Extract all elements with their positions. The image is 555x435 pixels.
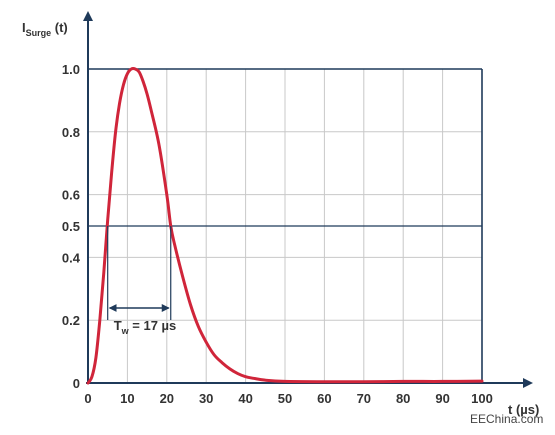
y-tick-label: 0.2 — [62, 313, 80, 328]
y-tick-label: 0.6 — [62, 188, 80, 203]
x-tick-label: 40 — [238, 391, 252, 406]
y-tick-label: 0 — [73, 376, 80, 391]
x-tick-label: 0 — [84, 391, 91, 406]
surge-current-curve — [86, 67, 484, 385]
x-tick-label: 60 — [317, 391, 331, 406]
reference-line-group — [88, 68, 483, 383]
y-axis-title: ISurge (t) — [22, 20, 68, 38]
x-tick-label: 90 — [435, 391, 449, 406]
x-tick-label: 10 — [120, 391, 134, 406]
x-tick-label: 50 — [278, 391, 292, 406]
x-axis-title: t (µs) — [508, 402, 539, 417]
x-tick-label: 30 — [199, 391, 213, 406]
x-tick-label: 20 — [160, 391, 174, 406]
y-tick-label: 0.4 — [62, 250, 81, 265]
annotation-layer: Tw = 17 µs — [107, 226, 177, 336]
x-tick-label: 80 — [396, 391, 410, 406]
x-tick-label: 100 — [471, 391, 493, 406]
x-tick-label: 70 — [357, 391, 371, 406]
y-tick-labels: 0 0.2 0.4 0.5 0.6 0.8 1.0 — [62, 62, 81, 391]
tw-annotation-label: Tw = 17 µs — [114, 318, 177, 336]
watermark-text: EEChina.com — [470, 412, 544, 426]
y-tick-label: 0.5 — [62, 219, 80, 234]
x-tick-labels: 0 10 20 30 40 50 60 70 80 90 100 — [84, 391, 492, 406]
y-tick-label: 1.0 — [62, 62, 80, 77]
y-tick-label: 0.8 — [62, 125, 80, 140]
curve-layer — [86, 67, 484, 385]
